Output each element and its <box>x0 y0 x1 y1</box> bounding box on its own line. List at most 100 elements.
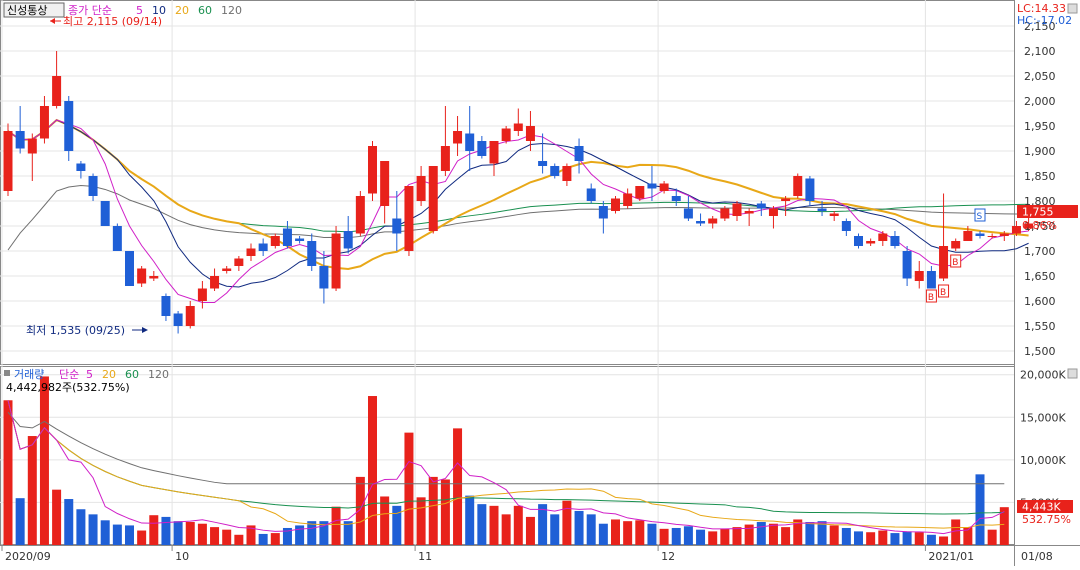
volume-legend-item: 5 <box>86 368 93 381</box>
volume-bar <box>525 516 535 545</box>
price-tick-label: 1,850 <box>1024 170 1056 183</box>
volume-legend-mode: 단순 <box>59 368 79 381</box>
volume-bar <box>210 527 220 545</box>
candle-body <box>185 306 195 326</box>
volume-bar <box>623 521 633 545</box>
volume-bar <box>841 527 851 545</box>
candle-body <box>477 141 487 156</box>
volume-bar <box>404 432 414 545</box>
candle-body <box>392 218 402 234</box>
price-legend-item: 10 <box>152 4 166 17</box>
candle-body <box>708 218 718 224</box>
price-tick-label: 2,100 <box>1024 45 1056 58</box>
volume-bar <box>866 532 876 545</box>
candle-body <box>282 228 292 246</box>
candle-body <box>210 276 220 289</box>
candle-body <box>295 238 305 241</box>
volume-bar <box>744 524 754 545</box>
volume-bar <box>465 495 475 545</box>
volume-bar <box>793 519 803 545</box>
ma10-line <box>7 119 1029 288</box>
candle-body <box>696 221 706 224</box>
volume-bar <box>246 525 256 545</box>
volume-bar <box>368 396 377 545</box>
candle-body <box>64 101 74 151</box>
volume-bar <box>307 521 317 545</box>
volume-legend-prefix: 거래량 <box>14 368 44 381</box>
current-price: 1,755 <box>1022 206 1054 219</box>
candle-body <box>647 183 657 189</box>
candle-body <box>671 196 681 201</box>
volume-bar <box>781 527 791 545</box>
volume-bar <box>125 525 134 545</box>
volume-bar <box>538 504 548 545</box>
volume-bar <box>489 505 499 545</box>
candle-body <box>149 276 159 279</box>
volume-bar <box>52 489 62 545</box>
high-arrow-icon <box>50 18 55 24</box>
candle-body <box>307 241 317 266</box>
volume-bar <box>562 500 572 545</box>
current-volume-tag <box>1017 500 1073 513</box>
candle-body <box>623 193 633 206</box>
signal-label: B <box>940 288 946 298</box>
signal-label: S <box>977 212 983 222</box>
candle-body <box>963 231 973 241</box>
volume-bar <box>137 530 147 545</box>
price-tick-label: 1,750 <box>1024 220 1056 233</box>
candle-body <box>173 313 183 326</box>
volume-bar <box>829 525 839 545</box>
signal-label: B <box>928 293 934 303</box>
candle-body <box>39 106 49 139</box>
ma20-line <box>7 118 1029 271</box>
candle-body <box>234 258 244 266</box>
candle-body <box>999 233 1009 236</box>
axes: 2,150 2,100 2,050 2,000 1,950 1,900 1,850 1,800… <box>1 20 1066 563</box>
stock-name-box[interactable] <box>3 2 65 18</box>
candle-body <box>52 76 62 106</box>
candle-body <box>768 208 778 216</box>
candle-body <box>793 176 803 196</box>
candle-body <box>270 236 280 246</box>
candle-body <box>562 166 572 181</box>
candle-body <box>15 131 25 149</box>
volume-scroll-button[interactable] <box>1067 368 1078 379</box>
time-tick-label: 10 <box>175 550 189 563</box>
grid <box>0 0 1014 545</box>
price-tick-label: 1,700 <box>1024 245 1056 258</box>
candle-body <box>878 233 888 241</box>
volume-panel-handle[interactable] <box>4 370 10 376</box>
signal-marker <box>925 289 937 303</box>
candle-body <box>513 123 523 131</box>
volume-bar <box>635 520 645 545</box>
trade-signals[interactable]: B BBS <box>925 208 986 303</box>
volume-ma120-line <box>7 411 1005 485</box>
candle-body <box>829 213 839 216</box>
candle-body <box>197 288 207 301</box>
candle-body <box>817 208 827 211</box>
candle-body <box>939 246 949 279</box>
candle-body <box>100 201 110 226</box>
candle-body <box>258 243 268 251</box>
volume-bar <box>453 428 463 545</box>
volume-bar <box>440 479 450 545</box>
signal-label: B <box>952 258 958 268</box>
volume-bar <box>100 520 110 545</box>
moving-averages <box>7 118 1029 303</box>
candle-body <box>805 178 815 201</box>
stock-name: 신성통상 <box>7 4 47 17</box>
volume-tick-label: 15,000K <box>1020 411 1066 424</box>
scroll-up-button[interactable] <box>1067 3 1078 14</box>
volume-bar <box>878 530 888 545</box>
price-tick-label: 2,000 <box>1024 95 1056 108</box>
price-legend-item: 60 <box>198 4 212 17</box>
volume-legend: 5 20 60 120 <box>86 368 169 381</box>
candle-body <box>319 266 329 289</box>
candle-body <box>732 203 742 216</box>
volume-bar <box>647 523 657 545</box>
current-change: 0.86% <box>1022 219 1057 232</box>
candle-body <box>440 146 450 171</box>
price-legend-item: 20 <box>175 4 189 17</box>
candle-body <box>76 163 86 171</box>
volume-bar <box>173 521 183 545</box>
